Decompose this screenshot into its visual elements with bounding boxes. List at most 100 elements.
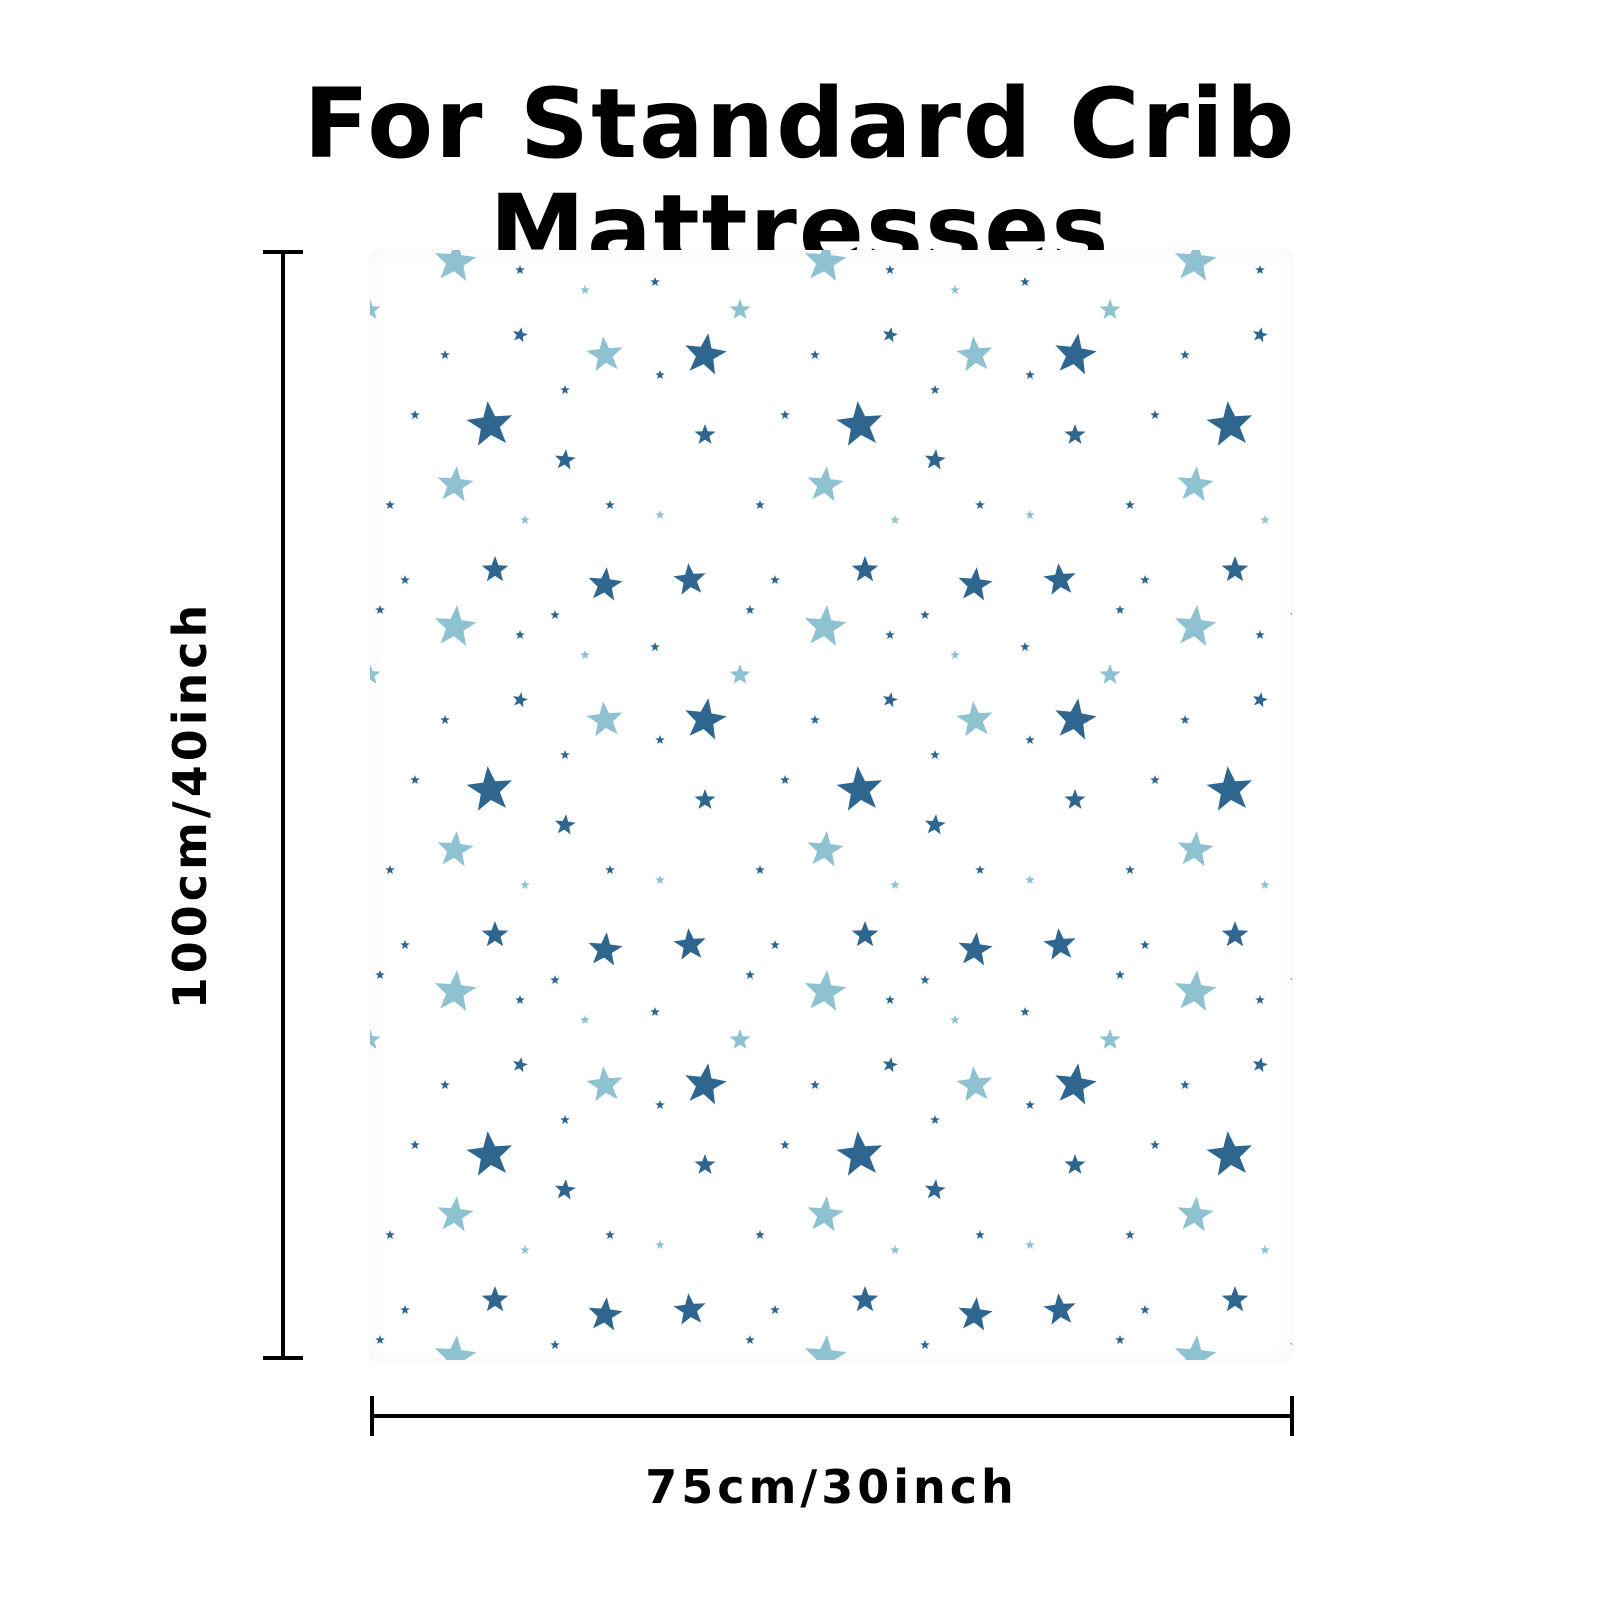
- star-icon: [1020, 642, 1030, 651]
- star-icon: [729, 664, 751, 684]
- star-icon: [1064, 424, 1086, 444]
- star-icon: [1099, 299, 1121, 319]
- width-dimension-cap-left: [370, 1396, 374, 1436]
- star-icon: [1055, 1063, 1097, 1105]
- star-icon: [1150, 410, 1160, 419]
- star-icon: [554, 1179, 576, 1200]
- star-icon: [370, 664, 381, 684]
- star-icon: [1180, 1080, 1190, 1089]
- star-icon: [1115, 1335, 1125, 1344]
- star-icon: [1043, 563, 1076, 595]
- star-icon: [958, 1297, 993, 1331]
- star-icon: [836, 766, 882, 811]
- star-icon: [975, 865, 985, 874]
- star-icon: [437, 1196, 474, 1232]
- star-icon: [400, 1305, 410, 1314]
- star-icon: [810, 1080, 820, 1089]
- star-icon: [770, 1305, 780, 1314]
- star-icon: [1177, 1196, 1214, 1232]
- star-icon: [580, 650, 590, 659]
- star-icon: [655, 1100, 665, 1109]
- star-icon: [440, 715, 450, 724]
- star-icon: [586, 701, 623, 737]
- star-icon: [1140, 1305, 1150, 1314]
- star-icon: [745, 1335, 755, 1344]
- star-icon: [580, 1015, 590, 1024]
- star-icon: [385, 500, 395, 509]
- star-icon: [437, 831, 474, 867]
- star-icon: [1290, 1343, 1292, 1345]
- star-icon: [550, 975, 560, 984]
- star-icon: [520, 880, 530, 889]
- star-icon: [890, 1245, 900, 1254]
- star-icon: [930, 385, 940, 394]
- star-icon: [580, 285, 590, 294]
- star-icon: [920, 610, 930, 619]
- star-icon: [804, 1335, 847, 1360]
- star-icon: [434, 970, 477, 1011]
- star-icon: [807, 1196, 844, 1232]
- star-icon: [375, 970, 385, 979]
- star-icon: [655, 1240, 665, 1249]
- star-icon: [481, 1286, 509, 1312]
- star-icon: [1064, 789, 1086, 809]
- star-icon: [1206, 1131, 1252, 1176]
- star-icon: [885, 995, 895, 1004]
- star-icon: [1260, 1245, 1270, 1254]
- star-icon: [410, 775, 420, 784]
- height-label: 100cm/40inch: [163, 600, 217, 1010]
- star-icon: [1125, 1230, 1135, 1239]
- star-icon: [650, 642, 660, 651]
- star-icon: [770, 575, 780, 584]
- star-icon: [1055, 698, 1097, 740]
- star-icon: [883, 692, 898, 708]
- star-icon: [950, 1015, 960, 1024]
- star-icon: [1180, 715, 1190, 724]
- star-icon: [1099, 664, 1121, 684]
- star-icon: [1150, 775, 1160, 784]
- width-dimension-cap-right: [1290, 1396, 1294, 1436]
- star-icon: [1221, 1286, 1249, 1312]
- star-icon: [1174, 1335, 1217, 1360]
- star-icon: [385, 1230, 395, 1239]
- star-icon: [370, 299, 381, 319]
- star-icon: [515, 265, 525, 274]
- star-icon: [807, 831, 844, 867]
- star-icon: [1020, 1007, 1030, 1016]
- star-icon: [554, 449, 576, 470]
- star-icon: [513, 692, 528, 708]
- star-icon: [804, 250, 847, 281]
- star-icon: [755, 1230, 765, 1239]
- star-icon: [385, 865, 395, 874]
- star-icon: [1255, 265, 1265, 274]
- star-icon: [958, 567, 993, 601]
- star-icon: [1140, 575, 1150, 584]
- page-title: For Standard Crib Mattresses: [303, 68, 1297, 286]
- height-dimension-cap-bottom: [263, 1356, 303, 1360]
- star-icon: [466, 1131, 512, 1176]
- star-icon: [1125, 500, 1135, 509]
- star-icon: [554, 814, 576, 835]
- star-icon: [1025, 1100, 1035, 1109]
- star-icon: [560, 385, 570, 394]
- star-icon: [924, 814, 946, 835]
- star-icon: [956, 336, 993, 372]
- star-icon: [851, 921, 879, 947]
- star-icon: [924, 449, 946, 470]
- star-icon: [655, 735, 665, 744]
- star-icon: [930, 750, 940, 759]
- star-icon: [1043, 928, 1076, 960]
- star-icon: [650, 277, 660, 286]
- star-icon: [1025, 1240, 1035, 1249]
- star-icon: [1260, 880, 1270, 889]
- star-icon: [956, 701, 993, 737]
- star-icon: [890, 880, 900, 889]
- star-icon: [560, 750, 570, 759]
- star-icon: [1099, 1029, 1121, 1049]
- star-icon: [1115, 605, 1125, 614]
- star-icon: [466, 766, 512, 811]
- star-icon: [1174, 250, 1217, 281]
- star-icon: [729, 1029, 751, 1049]
- star-icon: [780, 775, 790, 784]
- star-icon: [434, 605, 477, 646]
